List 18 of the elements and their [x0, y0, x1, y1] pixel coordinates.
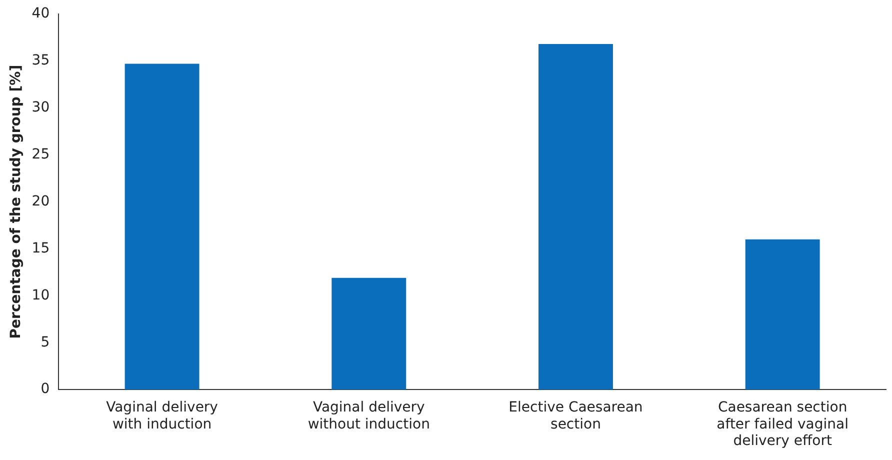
x-tick-label: Elective Caesarean section	[508, 400, 643, 432]
y-axis-title: Percentage of the study group [%]	[8, 64, 24, 339]
y-tick-label: 10	[32, 287, 50, 304]
bar	[124, 64, 200, 390]
y-tick-label: 0	[40, 381, 50, 398]
bar	[745, 239, 820, 390]
y-tick-label: 20	[32, 193, 50, 210]
y-tick-label: 15	[32, 240, 50, 256]
y-tick-label: 5	[40, 334, 50, 350]
y-tick-label: 25	[32, 146, 50, 162]
x-tick-label: Vaginal delivery without induction	[308, 400, 430, 432]
bar	[538, 44, 613, 390]
bar	[332, 278, 406, 390]
y-tick-label: 30	[32, 100, 50, 116]
x-tick-label: Vaginal delivery with induction	[106, 400, 218, 432]
y-tick-label: 35	[32, 52, 50, 69]
x-tick-label: Caesarean section after failed vaginal delivery effort	[716, 400, 848, 450]
y-tick-label: 40	[32, 6, 50, 22]
